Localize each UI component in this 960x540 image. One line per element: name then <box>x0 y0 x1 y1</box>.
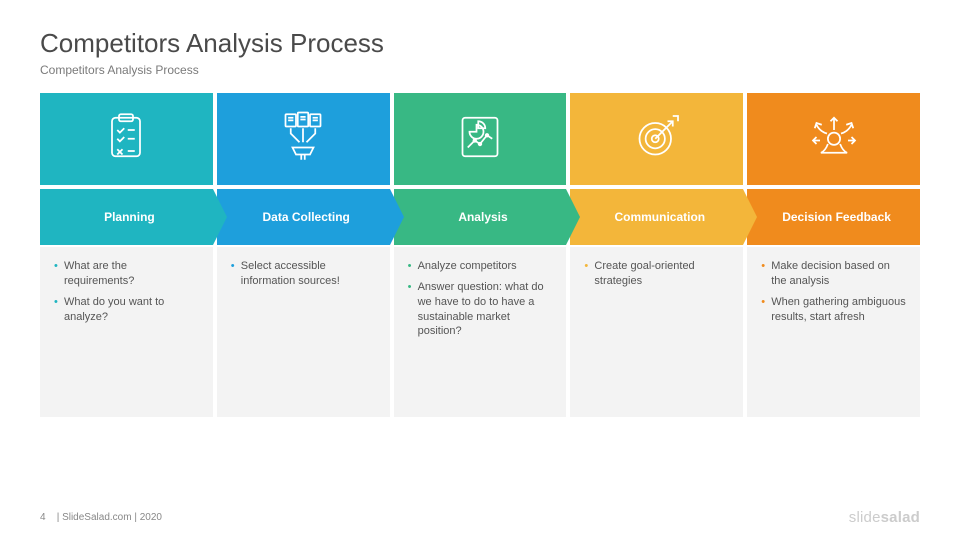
bullet-item: What are the requirements? <box>54 259 199 289</box>
slide-subtitle: Competitors Analysis Process <box>40 63 920 77</box>
notes-row: What are the requirements? What do you wa… <box>40 247 920 417</box>
footer-left: 4 | SlideSalad.com | 2020 <box>40 512 162 523</box>
notes-communication: Create goal-oriented strategies <box>570 247 743 417</box>
bullet-list: Make decision based on the analysis When … <box>761 259 906 324</box>
step-label: Planning <box>104 210 155 225</box>
label-data-collecting: Data Collecting <box>217 189 390 245</box>
step-label: Data Collecting <box>263 210 350 225</box>
label-planning: Planning <box>40 189 213 245</box>
notes-data-collecting: Select accessible information sources! <box>217 247 390 417</box>
documents-funnel-icon <box>275 109 331 170</box>
bullet-list: Create goal-oriented strategies <box>584 259 729 289</box>
slide-title: Competitors Analysis Process <box>40 28 920 59</box>
icon-cell-analysis <box>394 93 567 185</box>
bullet-item: Make decision based on the analysis <box>761 259 906 289</box>
chevron-right-icon <box>566 189 580 245</box>
icon-cell-planning <box>40 93 213 185</box>
icon-row <box>40 93 920 185</box>
brand-part-2: salad <box>881 509 920 526</box>
icon-cell-decision <box>747 93 920 185</box>
step-label: Communication <box>614 210 705 225</box>
label-communication: Communication <box>570 189 743 245</box>
brand-part-1: slide <box>849 509 881 526</box>
clipboard-checklist-icon <box>98 109 154 170</box>
footer-text: | SlideSalad.com | 2020 <box>57 512 162 523</box>
notes-analysis: Analyze competitors Answer question: what… <box>394 247 567 417</box>
icon-cell-data-collecting <box>217 93 390 185</box>
step-label: Decision Feedback <box>782 210 891 225</box>
footer: 4 | SlideSalad.com | 2020 slidesalad <box>40 509 920 526</box>
chevron-right-icon <box>743 189 757 245</box>
label-row: Planning Data Collecting Analysis Commun… <box>40 189 920 245</box>
brand-logo: slidesalad <box>849 509 920 526</box>
chevron-right-icon <box>390 189 404 245</box>
notes-decision: Make decision based on the analysis When … <box>747 247 920 417</box>
page-number: 4 <box>40 512 46 523</box>
icon-cell-communication <box>570 93 743 185</box>
bullet-item: Select accessible information sources! <box>231 259 376 289</box>
label-decision: Decision Feedback <box>747 189 920 245</box>
notes-planning: What are the requirements? What do you wa… <box>40 247 213 417</box>
bullet-item: Answer question: what do we have to do t… <box>408 280 553 339</box>
bullet-list: What are the requirements? What do you wa… <box>54 259 199 324</box>
bullet-item: What do you want to analyze? <box>54 295 199 325</box>
bullet-item: When gathering ambiguous results, start … <box>761 295 906 325</box>
target-arrow-icon <box>629 109 685 170</box>
chart-report-icon <box>452 109 508 170</box>
bullet-list: Select accessible information sources! <box>231 259 376 289</box>
bullet-item: Analyze competitors <box>408 259 553 274</box>
bullet-item: Create goal-oriented strategies <box>584 259 729 289</box>
bullet-list: Analyze competitors Answer question: what… <box>408 259 553 339</box>
label-analysis: Analysis <box>394 189 567 245</box>
chevron-right-icon <box>213 189 227 245</box>
step-label: Analysis <box>458 210 507 225</box>
decision-directions-icon <box>806 109 862 170</box>
slide: Competitors Analysis Process Competitors… <box>0 0 960 540</box>
